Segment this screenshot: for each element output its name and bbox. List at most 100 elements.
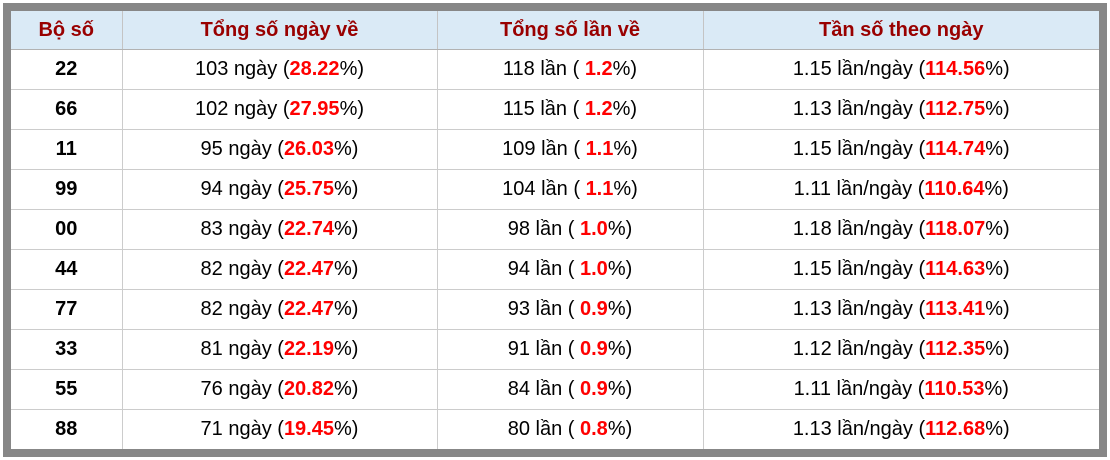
header-pair-number: Bộ số (11, 11, 122, 50)
times-text: 80 lần ( (507, 418, 580, 440)
times-percent: 1.0 (580, 258, 608, 280)
total-times-cell: 94 lần ( 1.0%) (436, 249, 703, 290)
freq-percent: 118.07 (925, 218, 986, 240)
days-suffix: %) (334, 218, 359, 240)
daily-frequency-cell: 1.15 lần/ngày (114.74%) (702, 129, 1099, 170)
header-total-days: Tổng số ngày về (121, 11, 437, 50)
total-times-cell: 109 lần ( 1.1%) (436, 129, 703, 170)
times-suffix: %) (607, 418, 633, 440)
times-suffix: %) (607, 218, 633, 240)
daily-frequency-cell: 1.15 lần/ngày (114.63%) (702, 249, 1099, 290)
freq-text: 1.13 lần/ngày ( (792, 418, 926, 440)
times-text: 91 lần ( (507, 338, 580, 360)
table-row: 33 81 ngày (22.19%) 91 lần ( 0.9%) 1.12 … (11, 329, 1099, 370)
table-row: 44 82 ngày (22.47%) 94 lần ( 1.0%) 1.15 … (11, 249, 1099, 290)
table-header-row: Bộ số Tổng số ngày về Tổng số lần về Tần… (11, 11, 1099, 50)
total-days-cell: 82 ngày (22.47%) (121, 289, 437, 330)
total-days-cell: 102 ngày (27.95%) (121, 89, 437, 130)
times-percent: 0.8 (580, 418, 608, 440)
days-percent: 26.03 (283, 138, 334, 160)
table-row: 00 83 ngày (22.74%) 98 lần ( 1.0%) 1.18 … (11, 209, 1099, 250)
freq-suffix: %) (985, 138, 1010, 160)
freq-percent: 114.56 (925, 58, 986, 80)
pair-number-cell: 99 (11, 169, 122, 210)
freq-suffix: %) (985, 418, 1010, 440)
times-percent: 1.1 (585, 138, 614, 160)
days-text: 71 ngày ( (200, 418, 284, 440)
days-percent: 27.95 (289, 98, 340, 120)
times-text: 98 lần ( (507, 218, 580, 240)
times-text: 94 lần ( (507, 258, 580, 280)
total-days-cell: 103 ngày (28.22%) (121, 49, 437, 90)
total-days-cell: 71 ngày (19.45%) (121, 409, 437, 449)
days-percent: 22.74 (283, 218, 334, 240)
times-text: 104 lần ( (502, 178, 586, 200)
freq-text: 1.11 lần/ngày ( (793, 378, 925, 400)
days-suffix: %) (334, 138, 359, 160)
freq-percent: 110.64 (924, 178, 985, 200)
pair-number-cell: 44 (11, 249, 122, 290)
days-percent: 28.22 (289, 58, 340, 80)
times-text: 118 lần ( (502, 58, 585, 80)
total-days-cell: 81 ngày (22.19%) (121, 329, 437, 370)
pair-number-cell: 22 (11, 49, 122, 90)
times-percent: 0.9 (580, 378, 608, 400)
total-days-cell: 94 ngày (25.75%) (121, 169, 437, 210)
total-days-cell: 95 ngày (26.03%) (121, 129, 437, 170)
daily-frequency-cell: 1.12 lần/ngày (112.35%) (702, 329, 1099, 370)
pair-number-cell: 66 (11, 89, 122, 130)
freq-text: 1.13 lần/ngày ( (792, 98, 926, 120)
total-times-cell: 115 lần ( 1.2%) (436, 89, 703, 130)
daily-frequency-cell: 1.13 lần/ngày (113.41%) (702, 289, 1099, 330)
pair-number-cell: 33 (11, 329, 122, 370)
times-text: 109 lần ( (502, 138, 586, 160)
days-percent: 25.75 (283, 178, 334, 200)
daily-frequency-cell: 1.15 lần/ngày (114.56%) (702, 49, 1099, 90)
times-suffix: %) (613, 178, 638, 200)
times-suffix: %) (613, 138, 638, 160)
pair-number-cell: 77 (11, 289, 122, 330)
total-times-cell: 98 lần ( 1.0%) (436, 209, 703, 250)
freq-percent: 112.35 (925, 338, 986, 360)
days-text: 83 ngày ( (200, 218, 284, 240)
days-text: 102 ngày ( (194, 98, 290, 120)
freq-text: 1.11 lần/ngày ( (793, 178, 925, 200)
pair-number-cell: 88 (11, 409, 122, 449)
lottery-stats-table: Bộ số Tổng số ngày về Tổng số lần về Tần… (11, 11, 1099, 449)
days-text: 81 ngày ( (200, 338, 284, 360)
freq-suffix: %) (984, 378, 1009, 400)
table-row: 66 102 ngày (27.95%) 115 lần ( 1.2%) 1.1… (11, 89, 1099, 130)
freq-percent: 114.63 (925, 258, 986, 280)
times-suffix: %) (612, 58, 638, 80)
freq-percent: 112.75 (925, 98, 986, 120)
days-percent: 19.45 (283, 418, 334, 440)
total-times-cell: 91 lần ( 0.9%) (436, 329, 703, 370)
header-total-times: Tổng số lần về (436, 11, 703, 50)
freq-suffix: %) (985, 338, 1010, 360)
days-suffix: %) (339, 58, 365, 80)
total-times-cell: 84 lần ( 0.9%) (436, 369, 703, 410)
daily-frequency-cell: 1.13 lần/ngày (112.68%) (702, 409, 1099, 449)
days-percent: 22.19 (283, 338, 334, 360)
times-text: 84 lần ( (507, 378, 580, 400)
freq-text: 1.13 lần/ngày ( (792, 298, 926, 320)
days-text: 95 ngày ( (200, 138, 284, 160)
table-row: 11 95 ngày (26.03%) 109 lần ( 1.1%) 1.15… (11, 129, 1099, 170)
total-days-cell: 76 ngày (20.82%) (121, 369, 437, 410)
freq-text: 1.12 lần/ngày ( (792, 338, 926, 360)
freq-percent: 114.74 (925, 138, 986, 160)
days-suffix: %) (334, 258, 359, 280)
times-percent: 1.1 (585, 178, 614, 200)
times-text: 93 lần ( (507, 298, 580, 320)
times-suffix: %) (607, 378, 633, 400)
table-row: 77 82 ngày (22.47%) 93 lần ( 0.9%) 1.13 … (11, 289, 1099, 330)
table-row: 88 71 ngày (19.45%) 80 lần ( 0.8%) 1.13 … (11, 409, 1099, 449)
days-text: 82 ngày ( (200, 298, 284, 320)
times-percent: 1.0 (580, 218, 608, 240)
days-text: 94 ngày ( (200, 178, 284, 200)
times-suffix: %) (607, 298, 633, 320)
freq-suffix: %) (985, 98, 1010, 120)
table-body: 22 103 ngày (28.22%) 118 lần ( 1.2%) 1.1… (11, 49, 1099, 449)
times-percent: 0.9 (580, 298, 608, 320)
